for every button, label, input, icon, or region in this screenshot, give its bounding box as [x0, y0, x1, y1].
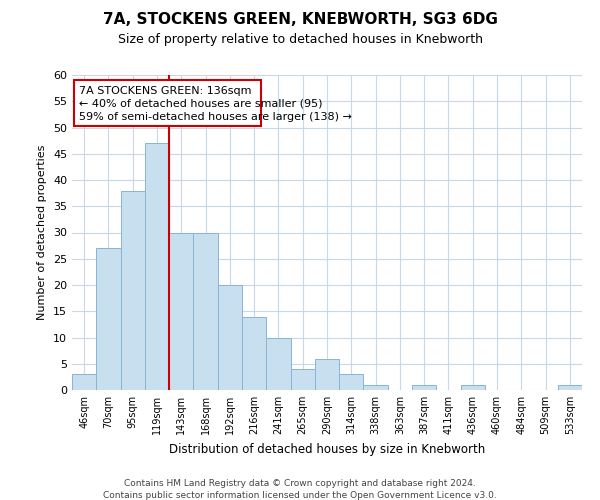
- Bar: [72, 374, 96, 390]
- Bar: [558, 385, 582, 390]
- Text: 7A STOCKENS GREEN: 136sqm: 7A STOCKENS GREEN: 136sqm: [79, 86, 251, 96]
- Bar: [290, 369, 315, 390]
- Bar: [339, 374, 364, 390]
- Bar: [96, 248, 121, 390]
- Bar: [412, 385, 436, 390]
- Bar: [266, 338, 290, 390]
- Text: Contains HM Land Registry data © Crown copyright and database right 2024.: Contains HM Land Registry data © Crown c…: [124, 479, 476, 488]
- Y-axis label: Number of detached properties: Number of detached properties: [37, 145, 47, 320]
- Text: 7A, STOCKENS GREEN, KNEBWORTH, SG3 6DG: 7A, STOCKENS GREEN, KNEBWORTH, SG3 6DG: [103, 12, 497, 28]
- Bar: [461, 385, 485, 390]
- FancyBboxPatch shape: [74, 80, 261, 126]
- Bar: [242, 316, 266, 390]
- Text: Size of property relative to detached houses in Knebworth: Size of property relative to detached ho…: [118, 32, 482, 46]
- Text: 59% of semi-detached houses are larger (138) →: 59% of semi-detached houses are larger (…: [79, 112, 352, 122]
- Bar: [193, 232, 218, 390]
- Text: ← 40% of detached houses are smaller (95): ← 40% of detached houses are smaller (95…: [79, 98, 322, 108]
- X-axis label: Distribution of detached houses by size in Knebworth: Distribution of detached houses by size …: [169, 442, 485, 456]
- Bar: [145, 143, 169, 390]
- Bar: [364, 385, 388, 390]
- Bar: [169, 232, 193, 390]
- Bar: [218, 285, 242, 390]
- Bar: [121, 190, 145, 390]
- Bar: [315, 358, 339, 390]
- Text: Contains public sector information licensed under the Open Government Licence v3: Contains public sector information licen…: [103, 491, 497, 500]
